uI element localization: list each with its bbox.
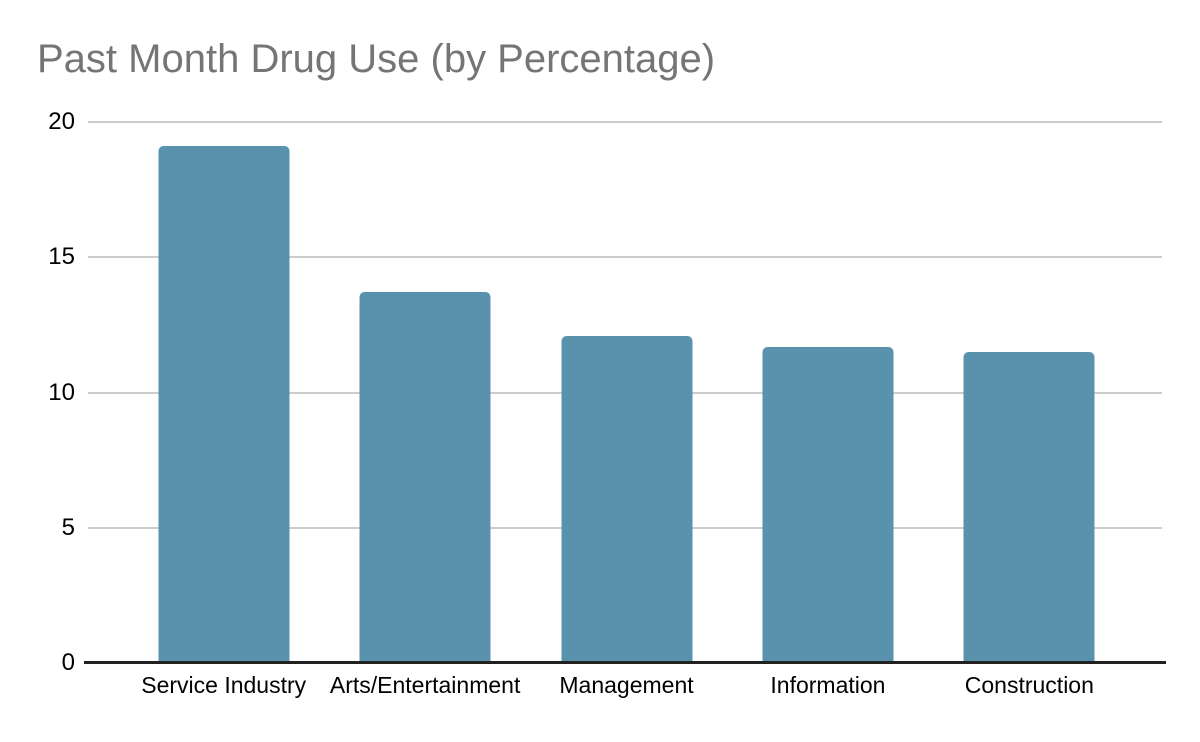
x-category-label-service-industry: Service Industry	[141, 672, 307, 698]
bar-slot-construction: Construction	[929, 122, 1130, 698]
bars-band: Service Industry Arts/Entertainment Manage…	[123, 122, 1130, 698]
y-tick-label-5: 5	[61, 513, 75, 541]
bar-construction	[963, 351, 1095, 663]
bar-slot-management: Management	[526, 122, 727, 698]
bar-arts-entertainment	[359, 292, 491, 663]
x-category-label-information: Information	[770, 672, 886, 698]
chart-title: Past Month Drug Use (by Percentage)	[37, 37, 716, 81]
gridline-15	[88, 256, 1162, 259]
y-axis: 0 5 10 15 20	[0, 110, 75, 675]
y-tick-label-15: 15	[48, 243, 75, 271]
bar-slot-service-industry: Service Industry	[123, 122, 324, 698]
x-axis-line	[84, 661, 1166, 664]
gridline-20	[88, 121, 1162, 123]
x-category-label-arts-entertainment: Arts/Entertainment	[329, 672, 521, 698]
y-tick-label-10: 10	[48, 378, 75, 406]
x-category-label-management: Management	[559, 672, 694, 698]
bar-slot-arts-entertainment: Arts/Entertainment	[324, 122, 525, 698]
y-tick-label-0: 0	[61, 649, 75, 676]
x-category-label-construction: Construction	[964, 672, 1094, 698]
y-tick-label-20: 20	[48, 108, 75, 135]
bar-service-industry	[158, 146, 290, 663]
bar-slot-information: Information	[727, 122, 928, 698]
bar-management	[561, 335, 693, 663]
plot-area: Service Industry Arts/Entertainment Manage…	[84, 121, 1166, 698]
bar-information	[762, 346, 894, 663]
